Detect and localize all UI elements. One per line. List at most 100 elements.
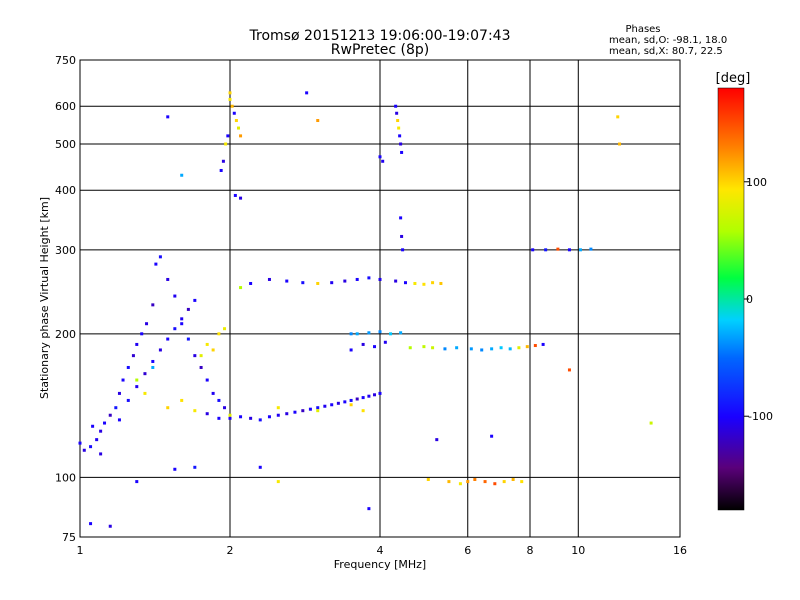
data-point — [145, 322, 149, 326]
data-point — [117, 418, 121, 422]
data-point — [435, 438, 439, 442]
data-point — [228, 413, 232, 417]
data-point — [226, 134, 230, 138]
data-point — [578, 248, 582, 252]
data-point — [490, 347, 494, 351]
data-point — [114, 406, 118, 410]
data-point — [544, 248, 548, 252]
colorbar-tick-label: 100 — [746, 176, 767, 189]
data-point — [158, 255, 162, 259]
data-point — [211, 391, 215, 395]
data-point — [373, 345, 377, 349]
data-point — [483, 480, 487, 484]
data-point — [618, 142, 622, 146]
data-point — [480, 348, 484, 352]
data-point — [193, 409, 197, 413]
data-point — [361, 396, 365, 400]
data-point — [397, 126, 401, 130]
y-tick-label: 500 — [55, 138, 76, 151]
data-point — [293, 410, 297, 414]
data-point — [180, 173, 184, 177]
data-point — [349, 348, 353, 352]
x-tick-label: 2 — [227, 544, 234, 557]
data-point — [367, 276, 371, 280]
data-point — [378, 330, 382, 334]
x-tick-label: 16 — [673, 544, 687, 557]
data-point — [367, 507, 371, 511]
data-point — [193, 465, 197, 469]
data-point — [224, 142, 228, 146]
chart-subtitle: RwPretec (8p) — [331, 42, 429, 58]
chart-title: Tromsø 20151213 19:06:00-19:07:43 — [249, 28, 511, 44]
data-point — [349, 398, 353, 402]
data-point — [151, 303, 155, 307]
data-point — [511, 477, 515, 481]
data-point — [217, 416, 221, 420]
data-point — [525, 345, 529, 349]
x-axis-label: Frequency [MHz] — [334, 558, 426, 571]
data-point — [135, 378, 139, 382]
data-point — [258, 418, 262, 422]
data-point — [400, 234, 404, 238]
data-point — [239, 415, 243, 419]
data-point — [121, 378, 125, 382]
phases-x-stats: mean, sd,X: 80.7, 22.5 — [609, 46, 723, 57]
data-point — [541, 342, 545, 346]
data-point — [399, 142, 403, 146]
data-point — [466, 480, 470, 484]
y-tick-label: 750 — [55, 54, 76, 67]
data-point — [508, 347, 512, 351]
data-point — [223, 406, 227, 410]
data-point — [228, 91, 232, 95]
data-point — [567, 368, 571, 372]
data-point — [399, 216, 403, 220]
data-point — [305, 91, 309, 95]
data-point — [343, 279, 347, 283]
data-point — [108, 524, 112, 528]
data-point — [89, 522, 93, 526]
data-point — [173, 467, 177, 471]
phases-title: Phases — [625, 24, 660, 35]
data-point — [249, 416, 253, 420]
data-point — [616, 115, 620, 119]
data-point — [493, 482, 497, 486]
data-point — [166, 277, 170, 281]
data-point — [373, 393, 377, 397]
data-point — [383, 340, 387, 344]
data-point — [520, 480, 524, 484]
data-point — [193, 298, 197, 302]
data-point — [336, 401, 340, 405]
data-point — [193, 354, 197, 358]
data-point — [499, 346, 503, 350]
x-tick-label: 1 — [77, 544, 84, 557]
data-point — [378, 277, 382, 281]
data-point — [99, 452, 103, 456]
data-point — [239, 196, 243, 200]
y-tick-label: 300 — [55, 244, 76, 257]
data-point — [89, 445, 93, 449]
data-point — [361, 342, 365, 346]
data-point — [276, 480, 280, 484]
data-point — [408, 346, 412, 350]
data-point — [173, 327, 177, 331]
data-point — [395, 111, 399, 115]
data-point — [426, 477, 430, 481]
data-point — [403, 281, 407, 285]
data-point — [413, 281, 417, 285]
data-point — [398, 134, 402, 138]
data-point — [389, 332, 393, 336]
data-point — [151, 365, 155, 369]
data-point — [91, 424, 95, 428]
data-point — [173, 294, 177, 298]
data-point — [205, 342, 209, 346]
data-point — [316, 281, 320, 285]
data-point — [349, 403, 353, 407]
data-point — [267, 277, 271, 281]
y-tick-label: 400 — [55, 184, 76, 197]
data-point — [323, 404, 327, 408]
data-point — [276, 413, 280, 417]
data-point — [217, 398, 221, 402]
data-point — [567, 248, 571, 252]
data-point — [199, 354, 203, 358]
